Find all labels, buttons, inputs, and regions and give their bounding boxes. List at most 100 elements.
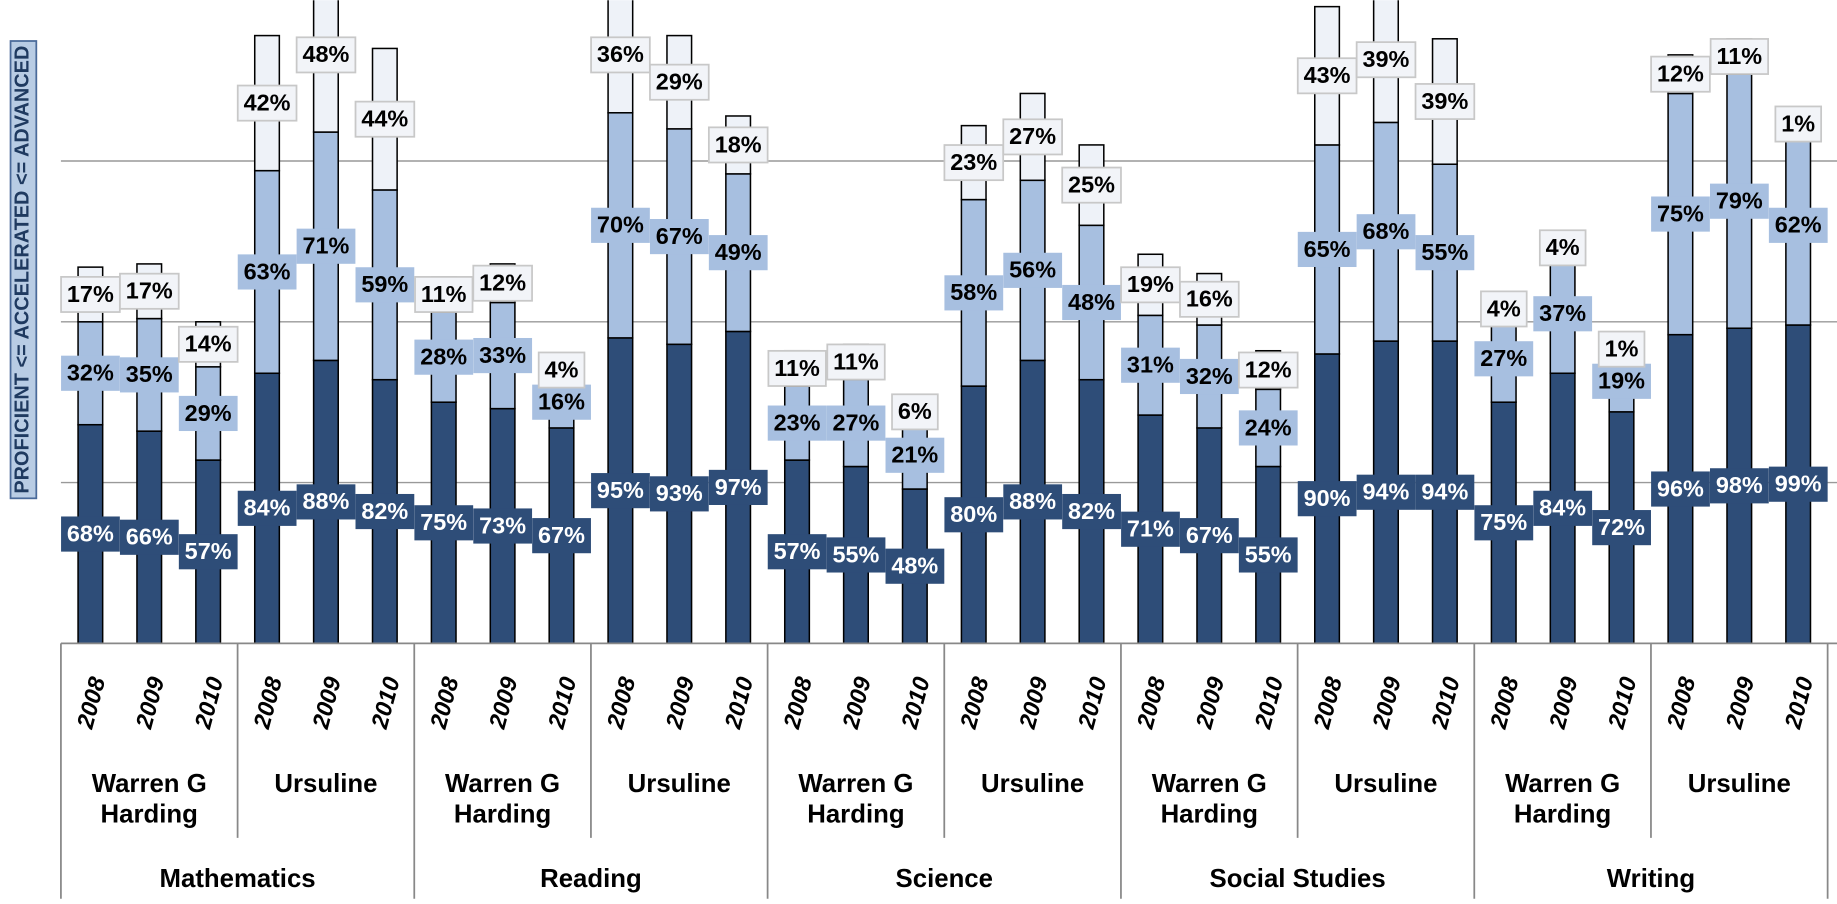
x-tick-label: 2009 [1544, 674, 1583, 732]
value-label-box [1238, 410, 1298, 446]
value-label-box [1061, 166, 1122, 204]
value-label: 19% [1127, 271, 1174, 297]
value-label: 24% [1245, 414, 1292, 440]
value-label-box [1297, 231, 1357, 268]
school-label-box: Ursuline [1688, 769, 1791, 798]
value-label: 21% [891, 442, 938, 468]
value-label-box [472, 264, 533, 302]
value-label-box [61, 355, 120, 391]
x-tick-label: 2010 [719, 674, 758, 732]
value-label-box [590, 36, 651, 74]
value-label: 6% [898, 398, 932, 424]
value-label-box [1062, 284, 1121, 321]
value-label: 71% [1127, 516, 1174, 542]
subject-label: Science [896, 865, 993, 893]
value-label: 23% [950, 149, 997, 175]
value-label-box [1768, 207, 1828, 243]
value-label: 43% [1304, 62, 1351, 88]
x-tick-label: 2008 [1308, 674, 1347, 732]
value-label: 49% [715, 239, 762, 265]
school-label-box: Ursuline [981, 768, 1085, 799]
value-label: 17% [126, 278, 173, 304]
value-label-box [1003, 252, 1063, 288]
value-label: 82% [1068, 498, 1115, 524]
x-tick-label: 2008 [1661, 674, 1700, 732]
value-label: 19% [1598, 368, 1645, 394]
value-label: 99% [1775, 471, 1822, 497]
value-label: 33% [479, 342, 526, 368]
value-label-box [1538, 229, 1587, 267]
value-label-box [1709, 38, 1769, 75]
value-label-box [1356, 214, 1416, 250]
value-label: 37% [1539, 300, 1586, 326]
value-label-box [1533, 490, 1593, 526]
value-label: 12% [1657, 61, 1704, 87]
value-label-box [414, 339, 474, 375]
school-label: Ursuline [981, 768, 1085, 799]
value-label-box [1003, 484, 1063, 520]
value-label: 84% [244, 495, 291, 521]
value-label: 23% [774, 409, 821, 435]
x-tick-label: 2010 [1073, 674, 1112, 732]
value-label-box [591, 207, 650, 243]
value-label-box [1179, 518, 1239, 554]
subject-label: Social Studies [1210, 865, 1386, 893]
value-label-box [296, 484, 356, 520]
value-label-box [1709, 183, 1769, 219]
value-label: 28% [420, 344, 467, 370]
value-label: 66% [126, 524, 173, 550]
value-label: 55% [832, 541, 879, 567]
school-label: Warren G Harding [91, 768, 207, 829]
value-label: 73% [479, 512, 526, 538]
value-label: 48% [302, 41, 349, 67]
value-label-box [1480, 290, 1528, 328]
value-label: 27% [1480, 345, 1527, 371]
value-label: 94% [1363, 479, 1410, 505]
value-label: 27% [832, 409, 879, 435]
x-tick-label: 2009 [130, 674, 169, 732]
value-label: 1% [1605, 335, 1639, 361]
value-label-box [178, 395, 238, 432]
value-label-box [591, 473, 650, 509]
school-label-box: Ursuline [274, 769, 377, 798]
school-label: Warren G Harding [445, 768, 561, 829]
labels: 68% 32% 17% 66% 35% 17% 57% 29% 14% 84% 63% 42% 88% 7… [60, 36, 1828, 584]
value-label: 11% [833, 348, 879, 374]
value-label-box [355, 267, 415, 303]
value-label-box [237, 490, 297, 526]
value-label-box [649, 476, 709, 512]
value-label: 63% [244, 258, 291, 284]
value-label: 94% [1421, 479, 1468, 505]
value-label: 59% [361, 271, 408, 297]
x-tick-label: 2009 [484, 674, 523, 732]
value-label-box [1121, 511, 1180, 547]
value-label-box [885, 548, 945, 584]
value-label-box [1533, 296, 1593, 332]
value-label-box [473, 508, 533, 544]
x-tick-label: 2008 [425, 674, 464, 732]
value-label: 97% [715, 474, 762, 500]
value-label: 62% [1775, 212, 1822, 238]
value-label: 68% [1363, 218, 1410, 244]
value-label: 18% [715, 131, 762, 157]
value-label-box [1474, 341, 1534, 377]
value-label-box [1121, 347, 1180, 383]
value-label-box [177, 325, 239, 363]
x-tick-label: 2008 [1131, 674, 1170, 732]
value-label: 79% [1716, 188, 1763, 214]
value-label-box [767, 349, 827, 387]
value-label-box [1709, 468, 1769, 504]
x-tick-label: 2010 [896, 674, 935, 732]
value-label: 4% [545, 356, 579, 382]
x-tick-label: 2008 [248, 674, 287, 732]
value-label-box [1356, 474, 1416, 510]
x-tick-label: 2010 [1249, 674, 1288, 732]
y-axis-title-group: PROFICIENT <= ACCELERATED <= ADVANCED [9, 40, 38, 500]
value-label-box [1237, 351, 1299, 389]
value-label: 96% [1657, 475, 1704, 501]
value-label: 29% [656, 69, 703, 95]
value-label: 90% [1304, 485, 1351, 511]
value-label: 75% [1480, 509, 1527, 535]
school-label: Warren G Harding [1151, 768, 1267, 829]
